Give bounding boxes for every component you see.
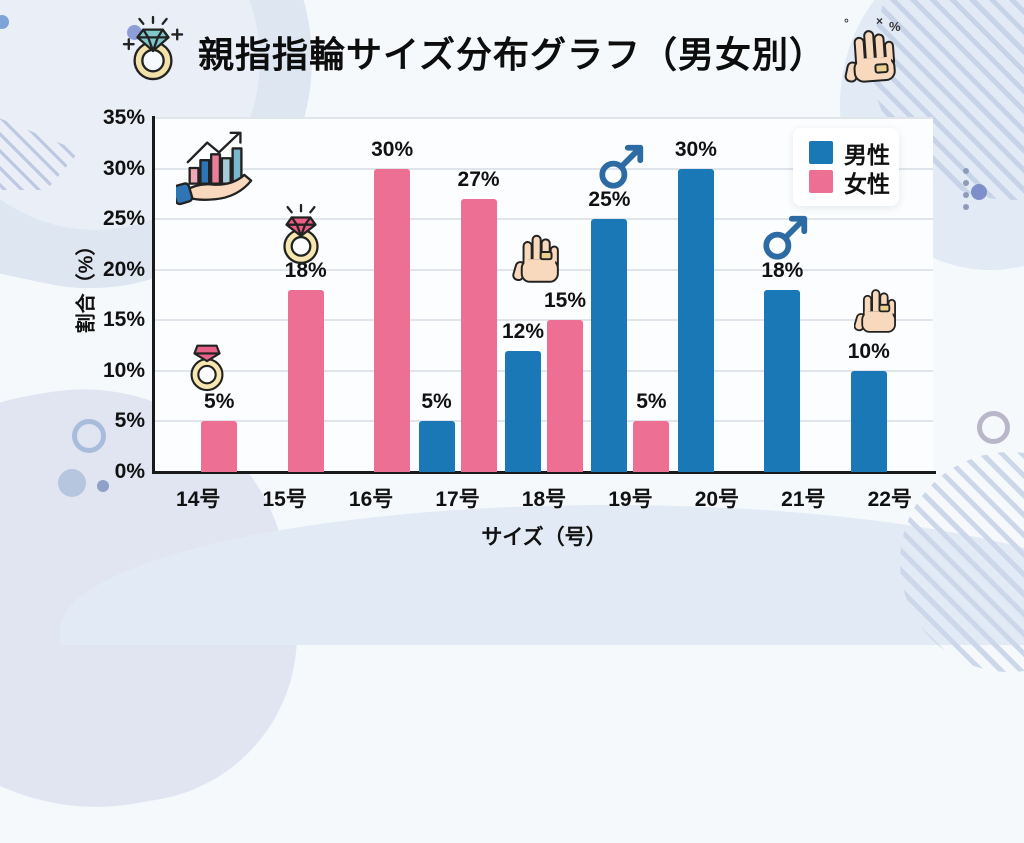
legend-female-swatch <box>809 170 833 193</box>
y-axis-title: 割合（%） <box>75 235 98 334</box>
bar-22号-男性 <box>850 370 887 472</box>
bar-17号-女性 <box>460 198 497 472</box>
legend-female-label: 女性 <box>844 170 890 197</box>
x-tick-label: 18号 <box>521 488 567 511</box>
y-tick-label: 5% <box>114 409 145 433</box>
legend-male-swatch <box>809 141 833 164</box>
page-title: 親指指輪サイズ分布グラフ（男女別） <box>198 33 826 75</box>
legend: 男性 女性 <box>793 128 899 206</box>
value-label: 18% <box>761 258 804 282</box>
ring-icon <box>272 203 330 272</box>
value-label: 30% <box>371 137 414 161</box>
bar-20号-男性 <box>677 168 714 472</box>
y-tick-label: 10% <box>102 358 145 382</box>
x-tick-label: 15号 <box>262 488 307 511</box>
ring-icon <box>180 336 234 399</box>
x-tick-label: 19号 <box>608 488 653 511</box>
bar-14号-女性 <box>201 421 238 472</box>
header: 親指指輪サイズ分布グラフ（男女別） ° × % <box>0 14 1024 89</box>
bar-18号-女性 <box>547 320 583 472</box>
x-tick-label: 21号 <box>781 488 826 511</box>
value-label: 25% <box>588 188 631 212</box>
x-axis-line <box>152 471 936 474</box>
gridline <box>155 167 933 170</box>
x-tick-label: 20号 <box>694 488 740 511</box>
gridline <box>155 319 933 322</box>
x-tick-label: 16号 <box>348 488 394 511</box>
svg-text:×: × <box>876 15 883 28</box>
bar-17号-男性 <box>418 421 455 472</box>
x-tick-label: 22号 <box>867 488 912 511</box>
svg-text:%: % <box>889 19 901 34</box>
svg-text:°: ° <box>844 16 849 30</box>
value-label: 27% <box>457 167 500 191</box>
value-label: 30% <box>674 137 717 161</box>
bar-18号-男性 <box>505 350 541 472</box>
bar-19号-女性 <box>633 421 670 472</box>
hand-holding-chart-icon <box>171 128 258 213</box>
male-symbol-icon <box>597 141 647 196</box>
gridline <box>155 420 933 423</box>
hand-with-ring-icon: ° × % <box>840 14 902 88</box>
hand-with-ring-icon <box>512 233 564 294</box>
value-label: 5% <box>421 390 452 414</box>
bar-15号-女性 <box>287 289 324 472</box>
gridline <box>155 117 933 119</box>
y-tick-label: 0% <box>114 460 145 483</box>
value-label: 10% <box>847 339 890 363</box>
gridline <box>155 218 933 221</box>
x-axis-title: サイズ（号） <box>481 526 607 549</box>
value-label: 5% <box>636 390 667 414</box>
value-label: 12% <box>501 319 545 343</box>
bar-21号-男性 <box>764 289 801 472</box>
diamond-ring-icon <box>122 14 184 89</box>
legend-row-female: 女性 <box>809 167 899 197</box>
gridline <box>155 369 933 372</box>
legend-row-male: 男性 <box>809 138 899 168</box>
hand-with-ring-icon <box>853 287 900 344</box>
y-tick-label: 15% <box>102 308 145 332</box>
y-tick-label: 35% <box>102 106 145 129</box>
value-label: 15% <box>543 289 587 313</box>
male-symbol-icon <box>761 212 811 267</box>
y-tick-label: 30% <box>102 156 145 180</box>
y-tick-label: 20% <box>102 257 145 281</box>
x-tick-label: 14号 <box>176 488 221 511</box>
bar-19号-男性 <box>591 219 628 472</box>
y-tick-label: 25% <box>102 207 145 231</box>
x-tick-label: 17号 <box>435 488 480 511</box>
bar-16号-女性 <box>374 168 411 472</box>
